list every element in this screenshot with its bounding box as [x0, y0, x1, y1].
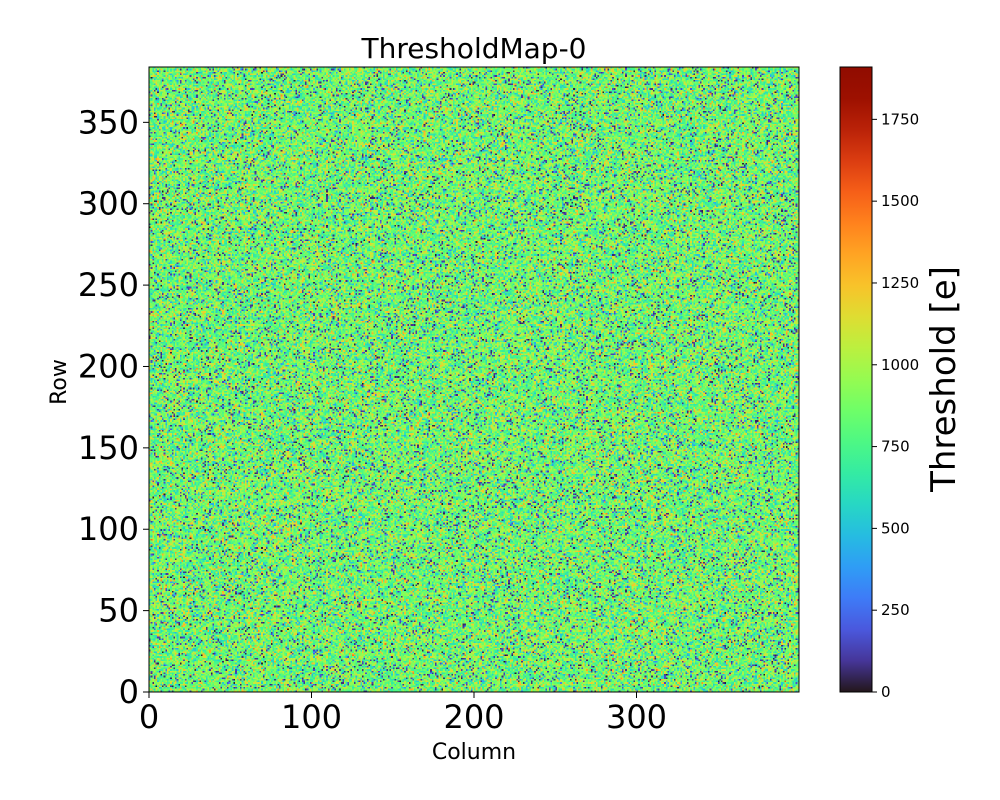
colorbar-tick-label: 1500 — [881, 192, 919, 210]
colorbar-tick-label: 500 — [881, 519, 910, 537]
colorbar-tick-label: 250 — [881, 601, 910, 619]
y-tick-label: 300 — [78, 185, 139, 223]
y-tick-label: 0 — [119, 673, 139, 711]
colorbar-tick-label: 1250 — [881, 274, 919, 292]
colorbar-tick-label: 1000 — [881, 356, 919, 374]
colorbar-tick-label: 750 — [881, 438, 910, 456]
heatmap-area — [148, 66, 800, 693]
colorbar: 0 250 500 750 1000 1250 1500 1750 Threshold [e] — [839, 66, 964, 701]
colorbar-label: Threshold [e] — [924, 266, 964, 493]
colorbar-axis: 0 250 500 750 1000 1250 1500 1750 — [872, 110, 919, 701]
y-axis: 0 50 100 150 200 250 300 350 — [78, 103, 149, 711]
y-tick-label: 350 — [78, 103, 139, 141]
x-tick-label: 100 — [281, 698, 342, 736]
y-tick-label: 150 — [78, 429, 139, 467]
colorbar-tick-label: 1750 — [881, 110, 919, 128]
colorbar-tick-label: 0 — [881, 683, 891, 701]
y-axis-label: Row — [47, 359, 72, 405]
x-tick-label: 0 — [139, 698, 159, 736]
y-tick-label: 250 — [78, 266, 139, 304]
x-tick-label: 300 — [606, 698, 667, 736]
y-tick-label: 100 — [78, 510, 139, 548]
colorbar-gradient — [839, 66, 873, 693]
y-tick-label: 200 — [78, 347, 139, 385]
chart-title: ThresholdMap-0 — [361, 32, 587, 65]
heatmap-canvas — [149, 67, 799, 692]
x-axis: 0 100 200 300 — [139, 692, 667, 736]
x-tick-label: 200 — [443, 698, 504, 736]
y-tick-label: 50 — [98, 592, 139, 630]
x-axis-label: Column — [432, 740, 516, 765]
